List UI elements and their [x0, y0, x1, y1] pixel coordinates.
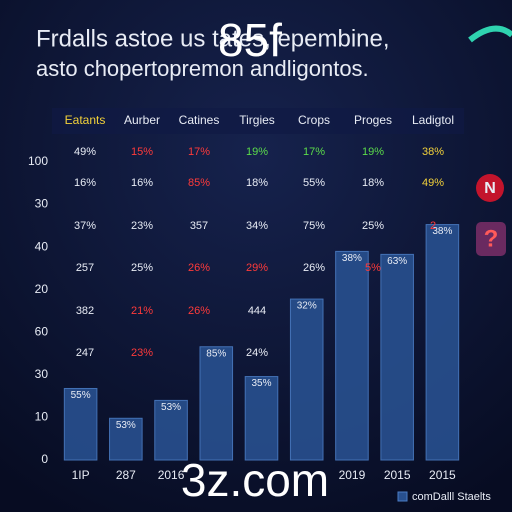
- y-axis-label: 40: [35, 239, 49, 253]
- badge-text: ?: [484, 225, 499, 252]
- y-axis-label: 0: [41, 452, 48, 466]
- bar-tag: 53%: [116, 420, 136, 431]
- bar-tag: 38%: [432, 226, 452, 237]
- y-axis-label: 30: [35, 367, 49, 381]
- chart-subtitle: asto chopertopremon andligontos.: [36, 56, 369, 81]
- decor-arc: [468, 25, 512, 43]
- table-cell: 382: [76, 305, 94, 317]
- header-band: [52, 108, 464, 134]
- plot: 100304020603010055%1IP53%28753%201685%35…: [28, 113, 491, 503]
- table-cell: 444: [248, 305, 266, 317]
- bar-tag: 38%: [342, 253, 362, 264]
- table-cell: 38%: [422, 146, 444, 158]
- legend-label: comDalll Staelts: [412, 491, 491, 503]
- bar-tag: 35%: [251, 378, 271, 389]
- table-cell: 21%: [131, 305, 153, 317]
- table-cell: 17%: [303, 146, 325, 158]
- bar-tag: 53%: [161, 402, 181, 413]
- column-header: Aurber: [124, 113, 160, 127]
- badge: [476, 222, 506, 256]
- bar-tag: 63%: [387, 256, 407, 267]
- bar: [154, 399, 188, 461]
- legend-swatch: [397, 491, 408, 502]
- column-header: Proges: [354, 113, 392, 127]
- bar: [199, 346, 234, 461]
- bar: [380, 253, 414, 461]
- column-header: Catines: [179, 113, 220, 127]
- table-cell: 49%: [422, 177, 444, 189]
- table-cell: 26%: [188, 262, 210, 274]
- y-axis-label: 30: [35, 197, 49, 211]
- bar: [63, 387, 98, 461]
- table-cell: 19%: [362, 146, 384, 158]
- y-axis-label: 20: [35, 282, 49, 296]
- x-tick-label: 287: [116, 468, 136, 482]
- bar-tag: 32%: [297, 301, 317, 312]
- table-cell: 5%: [365, 262, 381, 274]
- y-axis-label: 60: [35, 324, 49, 338]
- bar: [289, 298, 324, 461]
- table-cell: 18%: [362, 177, 384, 189]
- bar: [244, 376, 279, 461]
- bar-tag: 55%: [71, 390, 91, 401]
- x-tick-label: 1IP: [72, 468, 90, 482]
- column-header: Tirgies: [239, 113, 275, 127]
- table-cell: 24%: [246, 347, 268, 359]
- table-cell: 85%: [188, 177, 210, 189]
- table-cell: 34%: [246, 220, 268, 232]
- table-cell: 357: [190, 220, 208, 232]
- bar: [425, 224, 460, 461]
- table-cell: 19%: [246, 146, 268, 158]
- x-tick-label: 2016: [158, 468, 185, 482]
- column-header: Ladigtol: [412, 113, 454, 127]
- table-cell: 16%: [74, 177, 96, 189]
- table-cell: 2: [430, 220, 436, 232]
- table-cell: 25%: [362, 220, 384, 232]
- table-cell: 16%: [131, 177, 153, 189]
- table-cell: 26%: [188, 305, 210, 317]
- column-header: Crops: [298, 113, 330, 127]
- table-cell: 29%: [246, 262, 268, 274]
- table-cell: 49%: [74, 146, 96, 158]
- table-cell: 257: [76, 262, 94, 274]
- table-cell: 247: [76, 347, 94, 359]
- bar-tag: 85%: [206, 348, 226, 359]
- watermark: 3z.com: [181, 454, 329, 506]
- table-cell: 37%: [74, 220, 96, 232]
- badge-text: N: [484, 180, 496, 197]
- badge: [476, 174, 504, 202]
- y-axis-label: 100: [28, 154, 48, 168]
- table-cell: 55%: [303, 177, 325, 189]
- table-cell: 75%: [303, 220, 325, 232]
- table-cell: 18%: [246, 177, 268, 189]
- column-header: Eatants: [65, 113, 106, 127]
- y-axis-label: 10: [35, 410, 49, 424]
- table-cell: 23%: [131, 347, 153, 359]
- table-cell: 26%: [303, 262, 325, 274]
- table-cell: 17%: [188, 146, 210, 158]
- table-cell: 23%: [131, 220, 153, 232]
- x-tick-label: 2015: [429, 468, 456, 482]
- table-cell: 25%: [131, 262, 153, 274]
- x-tick-label: 2019: [339, 468, 366, 482]
- bar: [335, 250, 369, 461]
- table-cell: 15%: [131, 146, 153, 158]
- bar: [109, 417, 143, 461]
- x-tick-label: 2015: [384, 468, 411, 482]
- chart-title: Frdalls astoe us tates, epembine,: [36, 25, 390, 52]
- watermark: 85f: [218, 14, 282, 66]
